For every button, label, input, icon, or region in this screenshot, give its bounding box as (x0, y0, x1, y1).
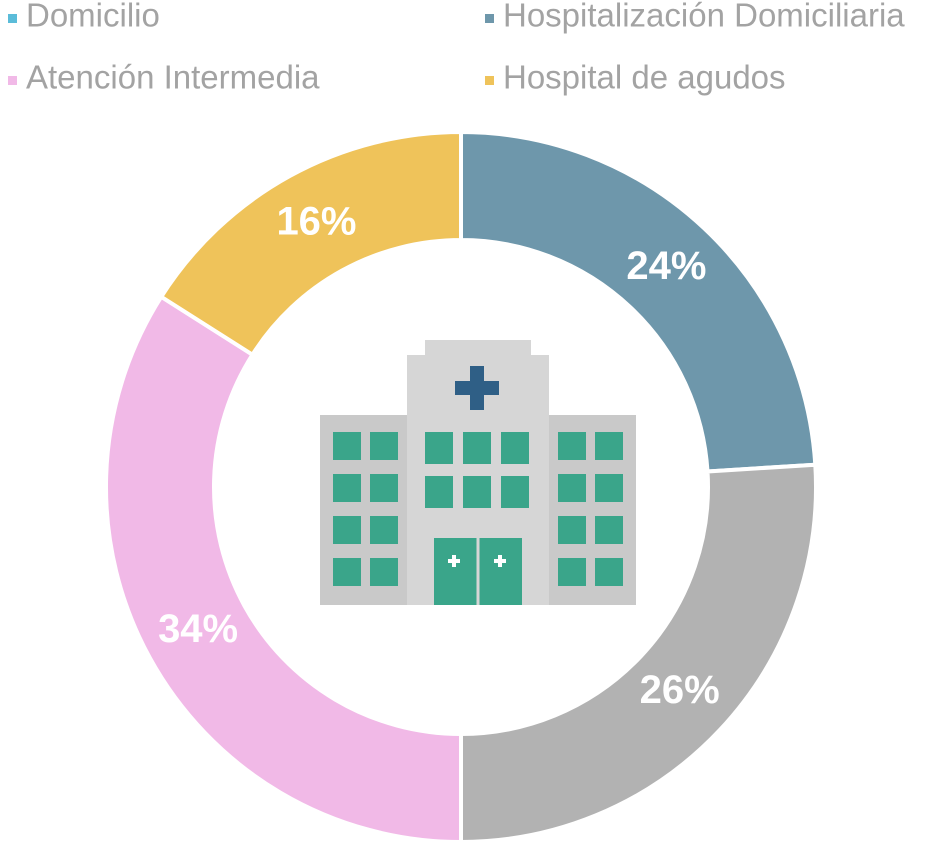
legend-marker (485, 76, 494, 85)
hospital-icon (320, 340, 636, 605)
donut-slice (104, 294, 463, 845)
data-label: 26% (640, 668, 720, 712)
legend-label: Hospitalización Domiciliaria (503, 0, 905, 34)
data-label: 24% (626, 244, 706, 288)
legend-label: Domicilio (26, 0, 160, 34)
legend-label: Atención Intermedia (26, 59, 320, 96)
legend-label: Hospital de agudos (503, 59, 786, 96)
legend-marker (485, 14, 494, 23)
legend-marker (8, 14, 17, 23)
donut-slice (459, 462, 818, 845)
data-label: 34% (158, 607, 238, 651)
donut-slice (459, 129, 818, 474)
data-label: 16% (276, 200, 356, 244)
legend-marker (8, 76, 17, 85)
donut-slice (158, 129, 463, 358)
